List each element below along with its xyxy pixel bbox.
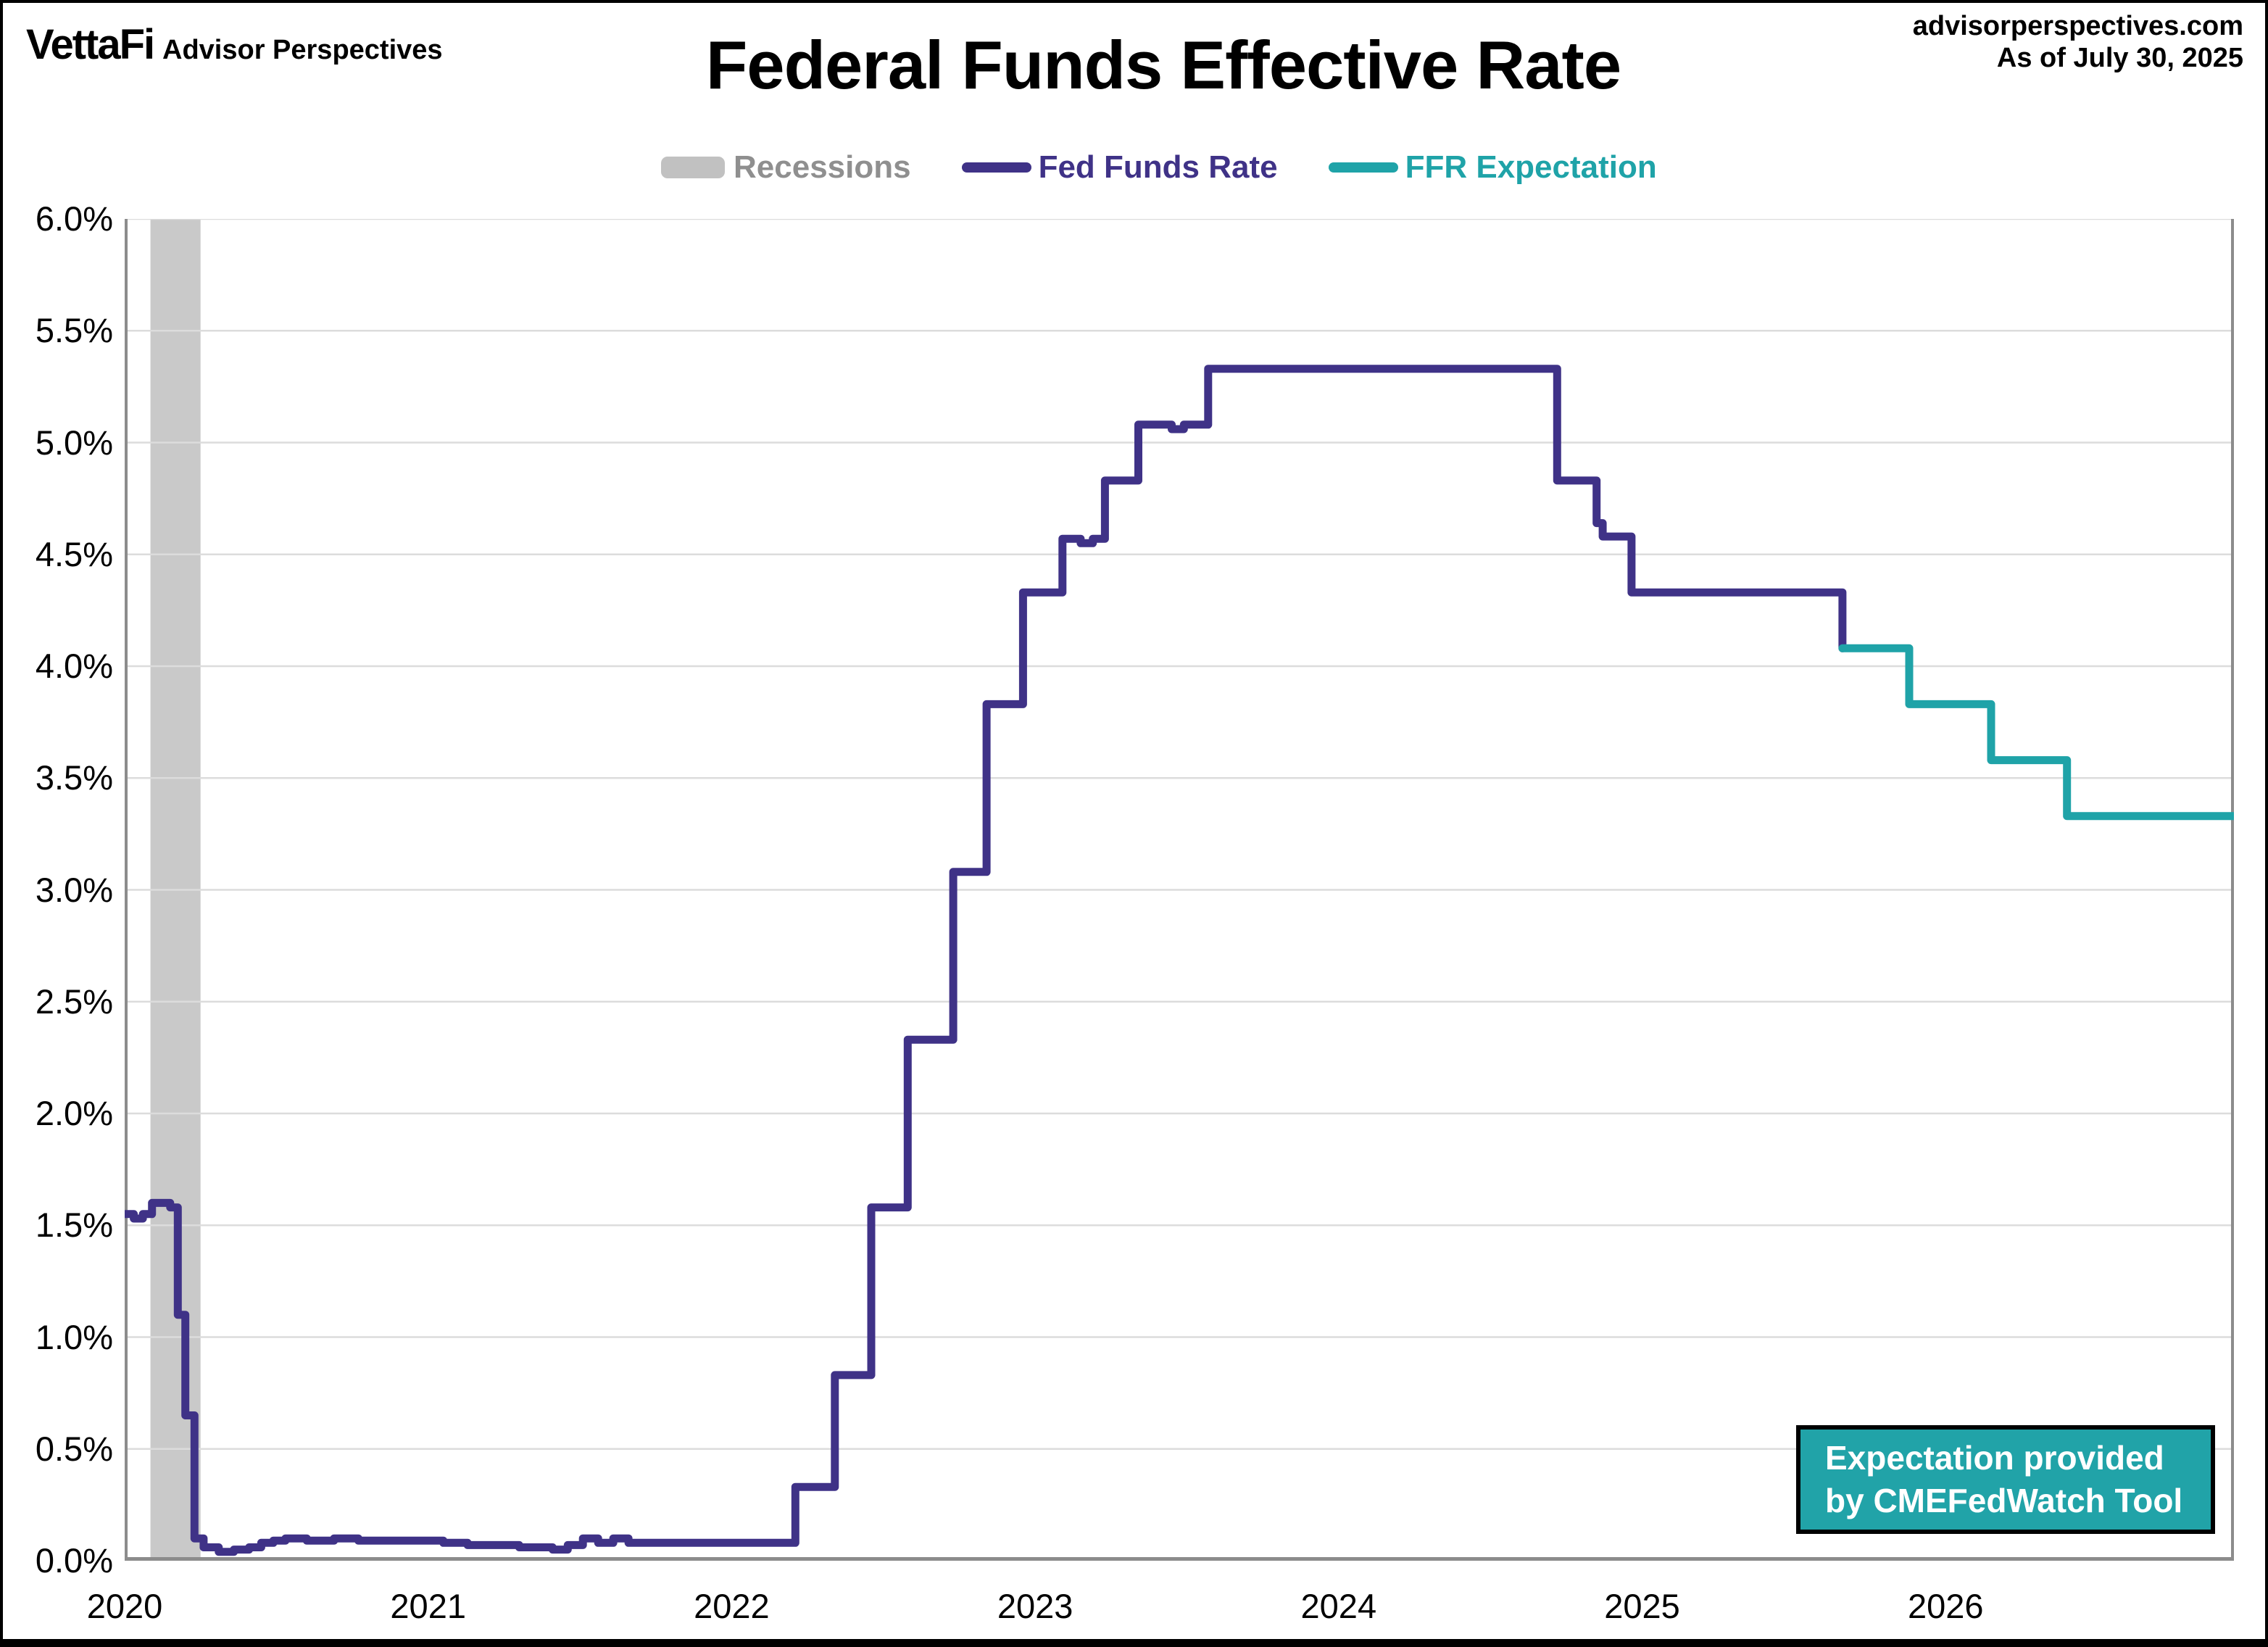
legend-item-recessions: Recessions xyxy=(661,149,911,186)
recession-band-swatch xyxy=(661,157,725,178)
chart-legend: Recessions Fed Funds Rate FFR Expectatio… xyxy=(661,149,1657,186)
x-tick-label: 2020 xyxy=(86,1587,163,1625)
y-tick-label: 5.0% xyxy=(35,423,113,462)
y-tick-label: 0.0% xyxy=(35,1541,113,1580)
y-tick-label: 2.5% xyxy=(35,982,113,1021)
y-tick-label: 6.0% xyxy=(35,199,113,238)
expectation-note-box: Expectation provided by CMEFedWatch Tool xyxy=(1796,1425,2215,1534)
y-tick-label: 3.5% xyxy=(35,758,113,797)
vettafi-logo: VettaFi xyxy=(26,21,155,68)
x-tick-label: 2021 xyxy=(390,1587,466,1625)
page-border-left xyxy=(0,0,3,1647)
ffr-expectation-line-swatch xyxy=(1328,162,1398,173)
legend-item-fed-funds: Fed Funds Rate xyxy=(961,149,1278,186)
y-tick-label: 5.5% xyxy=(35,311,113,350)
y-tick-label: 4.5% xyxy=(35,534,113,573)
brand-text: Advisor Perspectives xyxy=(162,35,443,65)
chart-plot-area xyxy=(125,219,2234,1561)
fed-funds-line-swatch xyxy=(961,162,1031,173)
note-line-1: Expectation provided xyxy=(1825,1439,2164,1477)
note-line-2: by CMEFedWatch Tool xyxy=(1825,1482,2183,1519)
legend-label-recessions: Recessions xyxy=(734,149,911,185)
legend-item-ffr-expectation: FFR Expectation xyxy=(1328,149,1657,186)
legend-label-fed-funds: Fed Funds Rate xyxy=(1038,149,1278,185)
y-tick-label: 3.0% xyxy=(35,870,113,909)
page-border-right xyxy=(2265,0,2268,1647)
x-tick-label: 2023 xyxy=(997,1587,1073,1625)
website-text: advisorperspectives.com xyxy=(1912,11,2243,41)
x-tick-label: 2022 xyxy=(694,1587,770,1625)
page-border-top xyxy=(0,0,2268,3)
x-tick-label: 2024 xyxy=(1300,1587,1377,1625)
y-tick-label: 2.0% xyxy=(35,1094,113,1132)
page-title: Federal Funds Effective Rate xyxy=(705,27,1621,103)
y-tick-label: 1.5% xyxy=(35,1206,113,1245)
as-of-date: As of July 30, 2025 xyxy=(1996,43,2243,73)
y-tick-label: 0.5% xyxy=(35,1429,113,1468)
x-tick-label: 2025 xyxy=(1604,1587,1680,1625)
source-block: advisorperspectives.com As of July 30, 2… xyxy=(1913,10,2243,74)
legend-label-ffr-expectation: FFR Expectation xyxy=(1405,149,1657,185)
x-tick-label: 2026 xyxy=(1907,1587,1984,1625)
y-tick-label: 1.0% xyxy=(35,1317,113,1356)
footer-bar xyxy=(0,1639,2268,1647)
y-tick-label: 4.0% xyxy=(35,647,113,685)
